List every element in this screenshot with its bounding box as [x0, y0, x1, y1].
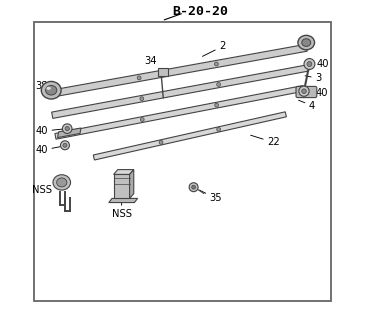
- Polygon shape: [109, 198, 138, 203]
- Polygon shape: [93, 112, 286, 160]
- Circle shape: [215, 103, 219, 107]
- Polygon shape: [55, 85, 304, 139]
- Text: 40: 40: [307, 88, 328, 98]
- Polygon shape: [114, 174, 130, 198]
- Polygon shape: [52, 65, 309, 118]
- Circle shape: [63, 124, 72, 133]
- Circle shape: [192, 185, 195, 189]
- Text: 34: 34: [144, 56, 160, 70]
- Text: B-20-20: B-20-20: [172, 5, 228, 18]
- Text: 40: 40: [311, 59, 329, 69]
- Circle shape: [60, 141, 70, 150]
- Circle shape: [217, 83, 220, 86]
- Circle shape: [159, 140, 163, 144]
- Circle shape: [299, 86, 309, 96]
- Ellipse shape: [53, 175, 71, 190]
- Text: NSS: NSS: [112, 200, 132, 220]
- Polygon shape: [114, 170, 134, 174]
- Circle shape: [140, 97, 144, 100]
- FancyBboxPatch shape: [296, 86, 317, 98]
- Circle shape: [189, 183, 198, 192]
- Text: 40: 40: [35, 145, 63, 156]
- Circle shape: [217, 127, 220, 131]
- Circle shape: [65, 126, 69, 131]
- Polygon shape: [58, 128, 81, 138]
- Text: 4: 4: [298, 100, 315, 111]
- Ellipse shape: [302, 39, 311, 46]
- Circle shape: [140, 118, 144, 122]
- Circle shape: [137, 76, 141, 80]
- Circle shape: [304, 59, 315, 69]
- Ellipse shape: [46, 85, 57, 95]
- Text: NSS: NSS: [32, 182, 58, 196]
- Polygon shape: [130, 170, 134, 198]
- Text: 2: 2: [202, 41, 226, 56]
- Ellipse shape: [298, 36, 315, 50]
- Circle shape: [307, 61, 312, 67]
- Text: 35: 35: [199, 190, 222, 204]
- Ellipse shape: [57, 178, 67, 187]
- Text: 22: 22: [251, 135, 280, 148]
- Polygon shape: [48, 44, 307, 98]
- Text: 3: 3: [305, 73, 322, 84]
- Circle shape: [63, 143, 67, 147]
- Circle shape: [215, 62, 218, 66]
- FancyBboxPatch shape: [158, 68, 168, 76]
- Text: 40: 40: [35, 126, 64, 136]
- Text: 38: 38: [35, 81, 53, 93]
- Ellipse shape: [41, 81, 61, 99]
- Circle shape: [302, 89, 306, 93]
- Ellipse shape: [46, 87, 51, 90]
- FancyBboxPatch shape: [33, 22, 331, 301]
